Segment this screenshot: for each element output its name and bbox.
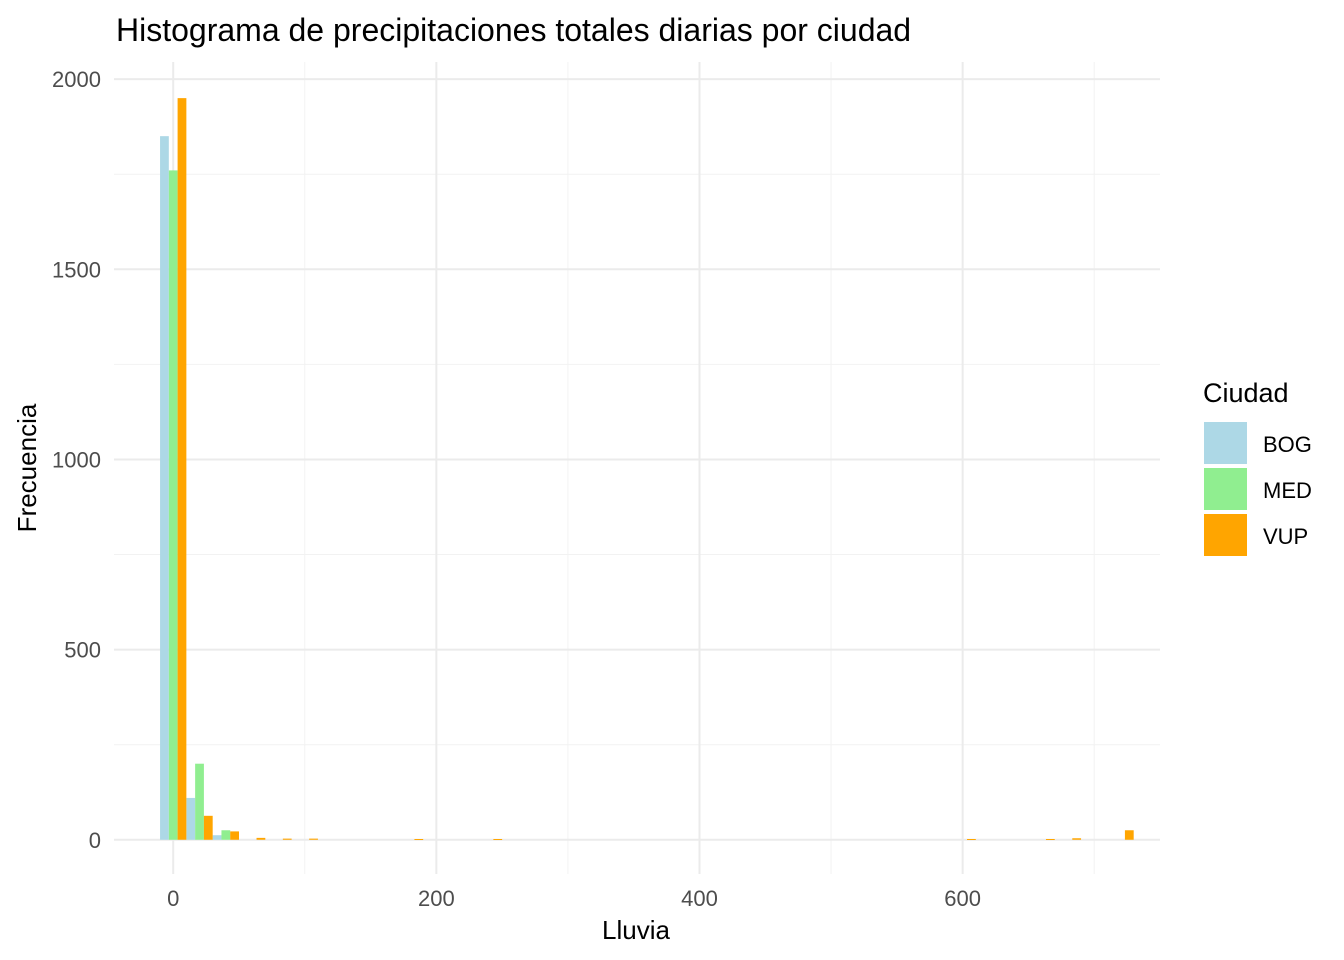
bar-vup bbox=[177, 98, 187, 840]
bar-vup bbox=[1072, 838, 1082, 840]
x-tick-label: 0 bbox=[167, 886, 179, 911]
y-tick-label: 500 bbox=[64, 638, 101, 663]
bar-vup bbox=[414, 839, 424, 841]
chart-title: Histograma de precipitaciones totales di… bbox=[116, 12, 911, 48]
x-tick-label: 200 bbox=[418, 886, 455, 911]
legend-label-med: MED bbox=[1263, 478, 1312, 503]
bar-vup bbox=[256, 837, 266, 840]
x-tick-label: 400 bbox=[681, 886, 718, 911]
legend-key-bog bbox=[1204, 422, 1247, 464]
grid-lines bbox=[114, 62, 1160, 874]
bar-vup bbox=[1045, 839, 1055, 841]
bar-vup bbox=[967, 839, 976, 841]
bar-med bbox=[195, 763, 204, 840]
x-axis-label: Lluvia bbox=[602, 915, 670, 945]
y-axis-label: Frecuencia bbox=[12, 403, 42, 532]
bar-bog bbox=[160, 136, 169, 840]
legend-label-bog: BOG bbox=[1263, 432, 1312, 457]
legend-key-med bbox=[1204, 468, 1247, 510]
y-tick-label: 1000 bbox=[52, 447, 101, 472]
bar-vup bbox=[230, 831, 239, 840]
y-tick-label: 1500 bbox=[52, 257, 101, 282]
y-tick-label: 0 bbox=[89, 828, 101, 853]
bar-med bbox=[221, 830, 231, 840]
legend-items: BOG MED VUP bbox=[1204, 422, 1312, 556]
bar-bog bbox=[212, 835, 222, 840]
legend-title: Ciudad bbox=[1203, 378, 1289, 408]
axis-tick-labels: 0 200 400 600 0 500 1000 1500 2000 bbox=[52, 67, 981, 911]
legend: Ciudad BOG MED VUP bbox=[1203, 378, 1312, 556]
bar-vup bbox=[309, 838, 318, 840]
y-tick-label: 2000 bbox=[52, 67, 101, 92]
bar-vup bbox=[493, 839, 503, 841]
histogram-bars bbox=[160, 98, 1134, 841]
legend-label-vup: VUP bbox=[1263, 524, 1308, 549]
legend-key-vup bbox=[1204, 514, 1247, 556]
bar-vup bbox=[282, 838, 292, 840]
bar-vup bbox=[203, 815, 213, 840]
bar-bog bbox=[186, 797, 196, 840]
x-tick-label: 600 bbox=[944, 886, 981, 911]
bar-vup bbox=[1124, 830, 1134, 840]
bar-med bbox=[168, 170, 178, 840]
